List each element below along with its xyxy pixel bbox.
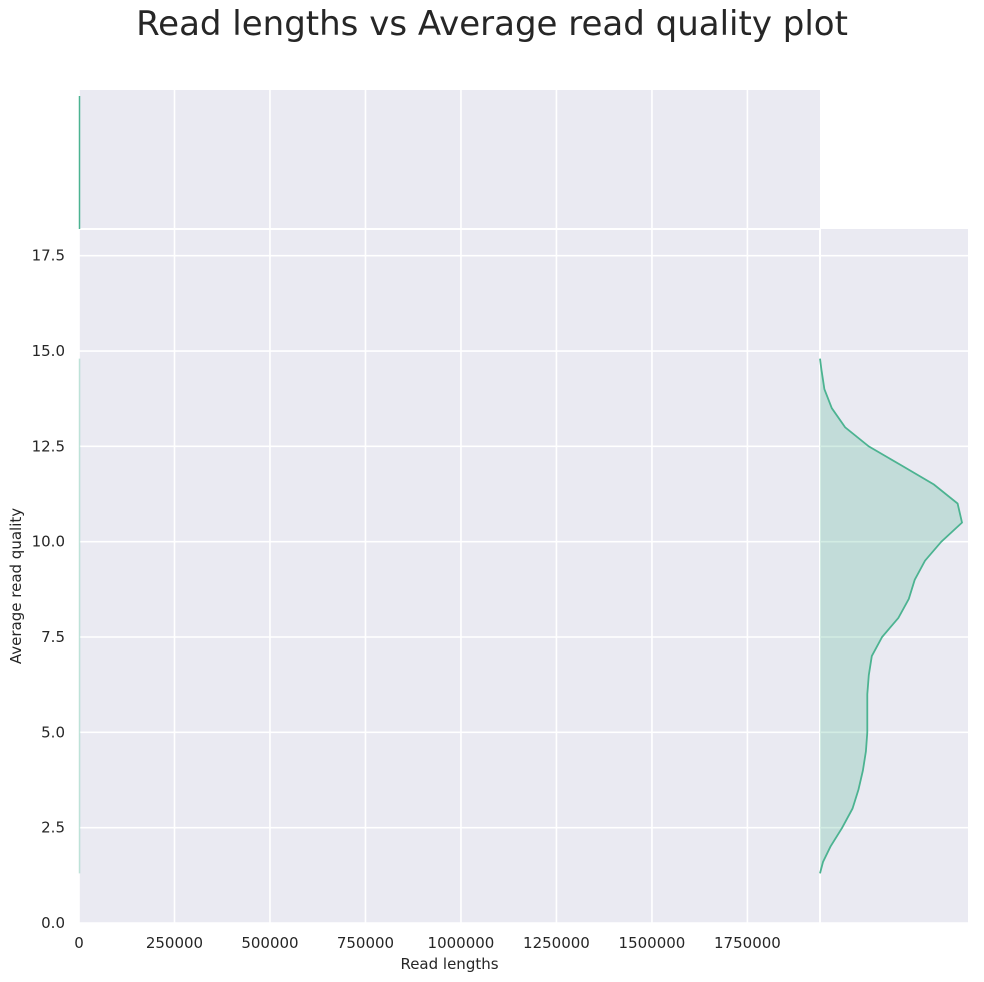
y-tick-label: 10.0 xyxy=(32,533,65,551)
x-tick-label: 1000000 xyxy=(428,934,495,952)
x-tick-label: 500000 xyxy=(241,934,298,952)
y-tick-label: 12.5 xyxy=(32,437,65,455)
x-tick-label: 0 xyxy=(74,934,84,952)
y-axis-label: Average read quality xyxy=(7,508,25,664)
plot-area xyxy=(79,229,820,923)
marginal-x-panel xyxy=(79,90,820,229)
x-tick-label: 1750000 xyxy=(714,934,781,952)
y-tick-label: 15.0 xyxy=(32,342,65,360)
y-tick-label: 0.0 xyxy=(41,914,65,932)
x-axis-label: Read lengths xyxy=(400,955,498,973)
y-tick-label: 5.0 xyxy=(41,723,65,741)
marginal-y-density-line xyxy=(819,358,963,874)
x-tick-label: 250000 xyxy=(146,934,203,952)
x-tick-label: 1250000 xyxy=(523,934,590,952)
y-tick-label: 17.5 xyxy=(32,247,65,265)
chart-title: Read lengths vs Average read quality plo… xyxy=(136,4,848,44)
x-tick-label: 750000 xyxy=(337,934,394,952)
marginal-y-density-fill xyxy=(820,358,962,874)
y-tick-label: 7.5 xyxy=(41,628,65,646)
y-tick-label: 2.5 xyxy=(41,819,65,837)
marginal-y-panel xyxy=(820,229,968,923)
x-tick-label: 1500000 xyxy=(619,934,686,952)
